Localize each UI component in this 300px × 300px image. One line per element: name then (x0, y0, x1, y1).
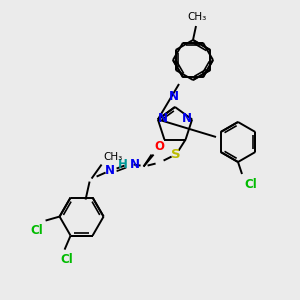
Text: CH₃: CH₃ (103, 152, 123, 162)
Text: H: H (118, 158, 128, 171)
Text: O: O (154, 140, 165, 153)
Text: N: N (105, 164, 115, 177)
Text: Cl: Cl (60, 253, 73, 266)
Text: N: N (182, 112, 192, 125)
Text: Cl: Cl (31, 224, 44, 237)
Text: Cl: Cl (244, 178, 257, 191)
Text: N: N (169, 90, 179, 103)
Text: S: S (171, 148, 180, 161)
Text: CH₃: CH₃ (188, 12, 207, 22)
Text: N: N (130, 158, 140, 171)
Text: N: N (158, 112, 168, 125)
